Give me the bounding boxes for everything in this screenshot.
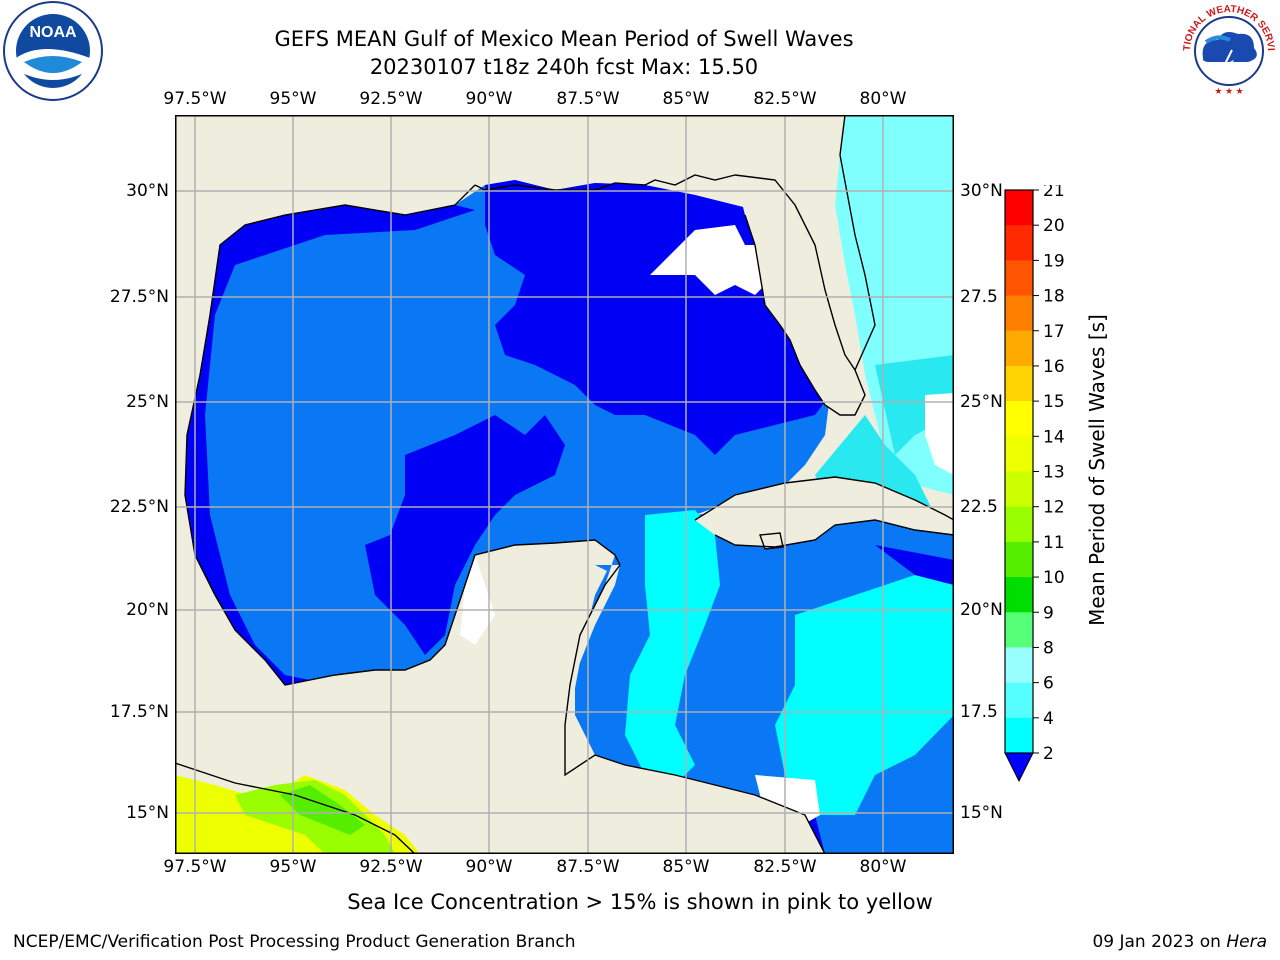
lon-label-bottom: 87.5°W [556,857,620,877]
caribbean-cyan-east [775,575,954,815]
lat-label-left: 17.5°N [109,702,169,722]
lat-label-right: 27.5 [960,287,998,307]
lat-label-left: 20°N [126,600,169,620]
lon-label-bottom: 82.5°W [753,857,817,877]
nodata-south-gulf [460,555,495,645]
host-name: Hera [1226,932,1267,952]
coastlines [175,115,954,854]
colorbar-tick-label: 9 [1043,603,1054,623]
isle-of-youth [760,533,783,549]
nodata-bahamas [925,393,954,475]
lat-label-left: 22.5°N [109,497,169,517]
colorbar-tick-label: 18 [1043,287,1065,307]
lon-label-bottom: 92.5°W [359,857,423,877]
lon-label-top: 87.5°W [556,89,620,109]
colorbar-band [1005,330,1033,367]
nodata-east-gulf [650,225,775,295]
svg-text:★ ★ ★: ★ ★ ★ [1214,86,1243,96]
lon-label-bottom: 85°W [662,857,710,877]
lon-label-bottom: 95°W [269,857,317,877]
lat-label-right: 20°N [960,600,1003,620]
lon-label-top: 92.5°W [359,89,423,109]
map-panel [175,115,954,854]
colorbar-band [1005,647,1033,684]
colorbar-tick-label: 21 [1043,185,1065,201]
florida-land [735,115,865,415]
lon-label-top: 90°W [465,89,513,109]
colorbar-extend-triangle [1004,752,1034,783]
lat-label-left: 30°N [126,181,169,201]
lon-label-top: 85°W [662,89,710,109]
colorbar-band [1005,577,1033,613]
lon-label-bottom: 90°W [465,857,513,877]
colorbar-band [1005,717,1033,754]
date-text: 09 Jan 2023 on [1092,932,1227,952]
map-title-line-1: GEFS MEAN Gulf of Mexico Mean Period of … [274,27,854,51]
date-stamp: 09 Jan 2023 on Hera [1092,932,1267,952]
colorbar-band [1005,541,1033,578]
colorbar-tick-label: 19 [1043,251,1065,271]
cuba-land [695,477,954,547]
gulf-deep-center [365,415,565,655]
noaa-logo-text: NOAA [29,24,77,41]
map-title-line-2: 20230107 t18z 240h fcst Max: 15.50 [369,55,759,79]
colorbar-tick-label: 14 [1043,427,1065,447]
colorbar-tick-label: 12 [1043,498,1065,518]
yucatan-land [175,540,954,854]
map-frame [175,115,954,854]
caribbean-deep-east [875,545,954,585]
colorbar-tick-label: 6 [1043,674,1054,694]
lon-label-bottom: 97.5°W [163,857,227,877]
lat-label-right: 15°N [960,803,1003,823]
graticule [175,115,954,854]
lon-label-top: 97.5°W [163,89,227,109]
lat-label-left: 27.5°N [109,287,169,307]
lat-label-left: 25°N [126,392,169,412]
lat-label-right: 17.5 [960,702,998,722]
colorbar-band [1005,225,1033,261]
colorbar: 21 20 19 18 17 16 15 14 13 12 11 10 9 8 6 4 2 [1004,185,1065,783]
colorbar-tick-label: 10 [1043,568,1065,588]
credit-text: NCEP/EMC/Verification Post Processing Pr… [13,932,576,952]
colorbar-band [1005,295,1033,332]
nws-logo: ★ ★ ★ NATIONAL WEATHER SERVICE [1178,0,1278,100]
noaa-logo: NOAA [3,1,103,101]
colorbar-tick-label: 15 [1043,392,1065,412]
colorbar-band [1005,471,1033,508]
sea-ice-footnote: Sea Ice Concentration > 15% is shown in … [347,890,933,914]
colorbar-band [1005,190,1033,226]
colorbar-tick-label: 4 [1043,709,1054,729]
lon-label-bottom: 80°W [859,857,907,877]
lat-label-right: 22.5 [960,497,998,517]
colorbar-band [1005,682,1033,719]
atlantic-pale-cyan [875,355,954,455]
colorbar-tick-label: 2 [1043,744,1054,764]
colorbar-band [1005,401,1033,437]
colorbar-tick-label: 8 [1043,638,1054,658]
colorbar-band [1005,506,1033,543]
colorbar-title: Mean Period of Swell Waves [s] [1085,314,1109,626]
colorbar-tick-label: 11 [1043,533,1065,553]
lon-label-top: 82.5°W [753,89,817,109]
colorbar-tick-label: 13 [1043,463,1065,483]
colorbar-tick-label: 20 [1043,216,1065,236]
lon-label-top: 95°W [269,89,317,109]
colorbar-band [1005,612,1033,648]
lon-label-top: 80°W [859,89,907,109]
lat-label-left: 15°N [126,803,169,823]
colorbar-band [1005,365,1033,402]
lat-label-right: 25°N [960,392,1003,412]
colorbar-band [1005,260,1033,297]
colorbar-tick-label: 17 [1043,322,1065,342]
lat-label-right: 30°N [960,181,1003,201]
colorbar-tick-label: 16 [1043,357,1065,377]
colorbar-band [1005,436,1033,472]
caribbean-cyan-west [625,510,720,785]
